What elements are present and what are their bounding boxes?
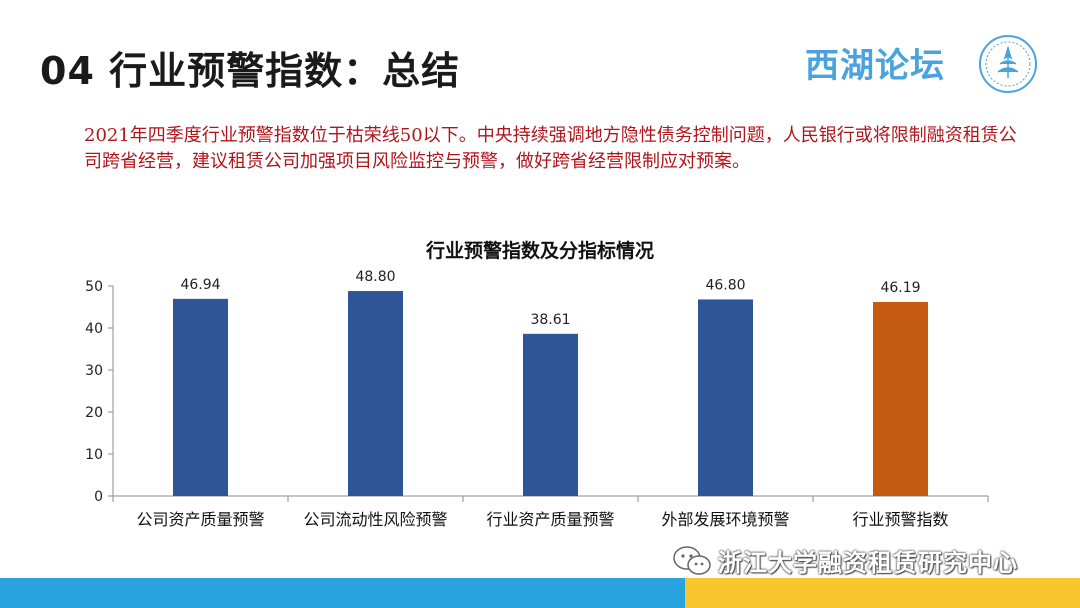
y-tick-label: 30 bbox=[85, 363, 103, 379]
bar-2 bbox=[348, 291, 403, 496]
logo-text: 西湖论坛 bbox=[805, 46, 945, 86]
y-tick-label: 50 bbox=[85, 279, 103, 295]
y-tick-label: 10 bbox=[85, 447, 103, 463]
watermark: 浙江大学融资租赁研究中心 bbox=[672, 543, 1018, 578]
y-tick-label: 20 bbox=[85, 405, 103, 421]
data-label: 46.80 bbox=[705, 277, 745, 293]
x-tick-label: 外部发展环境预警 bbox=[661, 510, 789, 529]
x-axis-labels: 公司资产质量预警 公司流动性风险预警 行业资产质量预警 外部发展环境预警 行业预警指数 bbox=[136, 510, 948, 529]
data-label: 46.19 bbox=[880, 280, 920, 296]
bottom-band-blue bbox=[0, 578, 685, 608]
logo-emblem-icon bbox=[979, 35, 1037, 93]
slide-title: 04 行业预警指数：总结 bbox=[40, 49, 461, 93]
data-label: 38.61 bbox=[530, 312, 570, 328]
wechat-icon bbox=[673, 545, 711, 575]
bar-1 bbox=[173, 298, 228, 496]
intro-paragraph: 2021年四季度行业预警指数位于枯荣线50以下。中央持续强调地方隐性债务控制问题… bbox=[84, 125, 1017, 172]
x-axis-ticks bbox=[112, 496, 989, 502]
y-axis-ticks: 0 10 20 30 40 50 bbox=[85, 279, 113, 505]
x-tick-label: 行业资产质量预警 bbox=[486, 510, 614, 529]
y-tick-label: 40 bbox=[85, 321, 103, 337]
x-tick-label: 公司资产质量预警 bbox=[136, 510, 264, 529]
bottom-band-yellow bbox=[685, 578, 1080, 608]
bottom-color-band bbox=[0, 578, 1080, 608]
watermark-text: 浙江大学融资租赁研究中心 bbox=[718, 549, 1018, 577]
data-label: 48.80 bbox=[355, 269, 395, 285]
bar-4 bbox=[698, 299, 753, 496]
x-tick-label: 行业预警指数 bbox=[852, 510, 948, 529]
chart-title: 行业预警指数及分指标情况 bbox=[425, 240, 654, 262]
data-label: 46.94 bbox=[180, 277, 220, 293]
bar-5 bbox=[873, 302, 928, 496]
x-tick-label: 公司流动性风险预警 bbox=[303, 510, 447, 529]
bar-3 bbox=[523, 333, 578, 496]
y-tick-label: 0 bbox=[94, 489, 103, 505]
bars bbox=[173, 291, 928, 496]
value-labels: 46.94 48.80 38.61 46.80 46.19 bbox=[180, 269, 920, 328]
bar-chart: 0 10 20 30 40 50 46.94 48.80 38.61 46.80 46.19 公司… bbox=[85, 269, 989, 529]
